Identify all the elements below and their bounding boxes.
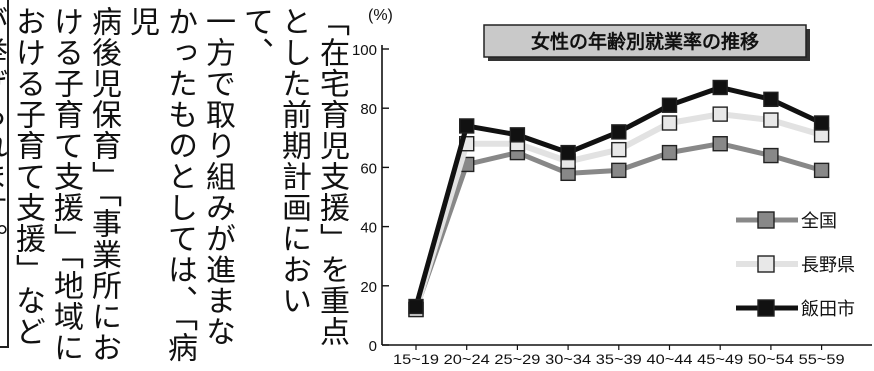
chart-series <box>408 79 830 318</box>
left-frame-border <box>0 0 9 348</box>
data-point-marker <box>712 79 728 96</box>
x-tick-label: 55~59 <box>799 351 845 367</box>
chart-title-box: 女性の年齢別就業率の推移 <box>483 24 810 61</box>
legend-item: 飯田市 <box>736 299 855 320</box>
article-text: 「在宅育児支援」を重点 とした前期計画において、 一方で取り組みが進まな かった… <box>0 6 350 368</box>
legend-item: 長野県 <box>736 255 855 276</box>
x-tick-label: 30~34 <box>545 351 591 367</box>
data-point-marker <box>712 136 728 152</box>
article-line: とした前期計画において、 <box>238 6 311 316</box>
data-point-marker <box>813 162 830 179</box>
legend-marker <box>757 299 775 317</box>
legend-item: 全国 <box>736 211 837 232</box>
y-tick-label: 100 <box>352 42 377 59</box>
series-group <box>408 79 830 315</box>
x-tick-label: 20~24 <box>444 351 490 367</box>
y-tick-label: 80 <box>360 101 377 118</box>
data-point-marker <box>763 91 779 108</box>
article-line: 一方で取り組みが進まな <box>200 6 235 347</box>
chart-axes: 0 20 40 60 80 100 15~19 20~24 25~29 30~34 35~39 40~… <box>352 42 872 367</box>
data-point-marker <box>560 144 576 161</box>
article-line: 病後児保育」「事業所にお <box>86 6 121 363</box>
chart-title: 女性の年齢別就業率の推移 <box>531 30 759 53</box>
data-point-marker <box>408 298 424 315</box>
data-point-marker <box>813 115 830 131</box>
x-tick-label: 35~39 <box>596 351 642 367</box>
article-line: おける子育て支援」など <box>10 6 45 347</box>
y-tick-label: 60 <box>360 160 377 177</box>
y-axis-unit-label: (%) <box>368 7 393 24</box>
data-point-marker <box>661 115 678 131</box>
article-line: が挙げられます。 <box>0 6 7 254</box>
data-point-marker <box>459 118 475 134</box>
legend-marker <box>757 255 775 273</box>
y-tick-label: 0 <box>369 338 377 355</box>
x-tick-label: 50~54 <box>748 351 794 367</box>
legend-label: 飯田市 <box>801 299 855 320</box>
legend-label: 長野県 <box>801 255 855 276</box>
x-tick-label: 45~49 <box>697 351 743 367</box>
y-tick-label: 40 <box>360 220 377 237</box>
x-tick-label: 15~19 <box>393 351 439 367</box>
y-tick-label: 20 <box>360 279 377 296</box>
chart-title-background <box>483 24 807 58</box>
x-tick-label: 25~29 <box>494 351 540 367</box>
data-point-marker <box>661 97 678 113</box>
data-point-marker <box>611 162 627 179</box>
article-line: ける子育て支援」「地域に <box>48 6 83 363</box>
data-point-marker <box>611 141 627 158</box>
article-line: かったものとしては、「病児 <box>124 6 197 363</box>
article-line: 「在宅育児支援」を重点 <box>314 6 349 347</box>
x-tick-label: 40~44 <box>647 351 693 367</box>
data-point-marker <box>763 112 779 128</box>
legend-label: 全国 <box>801 211 837 232</box>
data-point-marker <box>661 144 678 161</box>
data-point-marker <box>509 127 526 143</box>
data-point-marker <box>763 147 779 164</box>
data-point-marker <box>712 106 728 122</box>
data-point-marker <box>611 124 627 140</box>
legend-marker <box>757 211 775 229</box>
